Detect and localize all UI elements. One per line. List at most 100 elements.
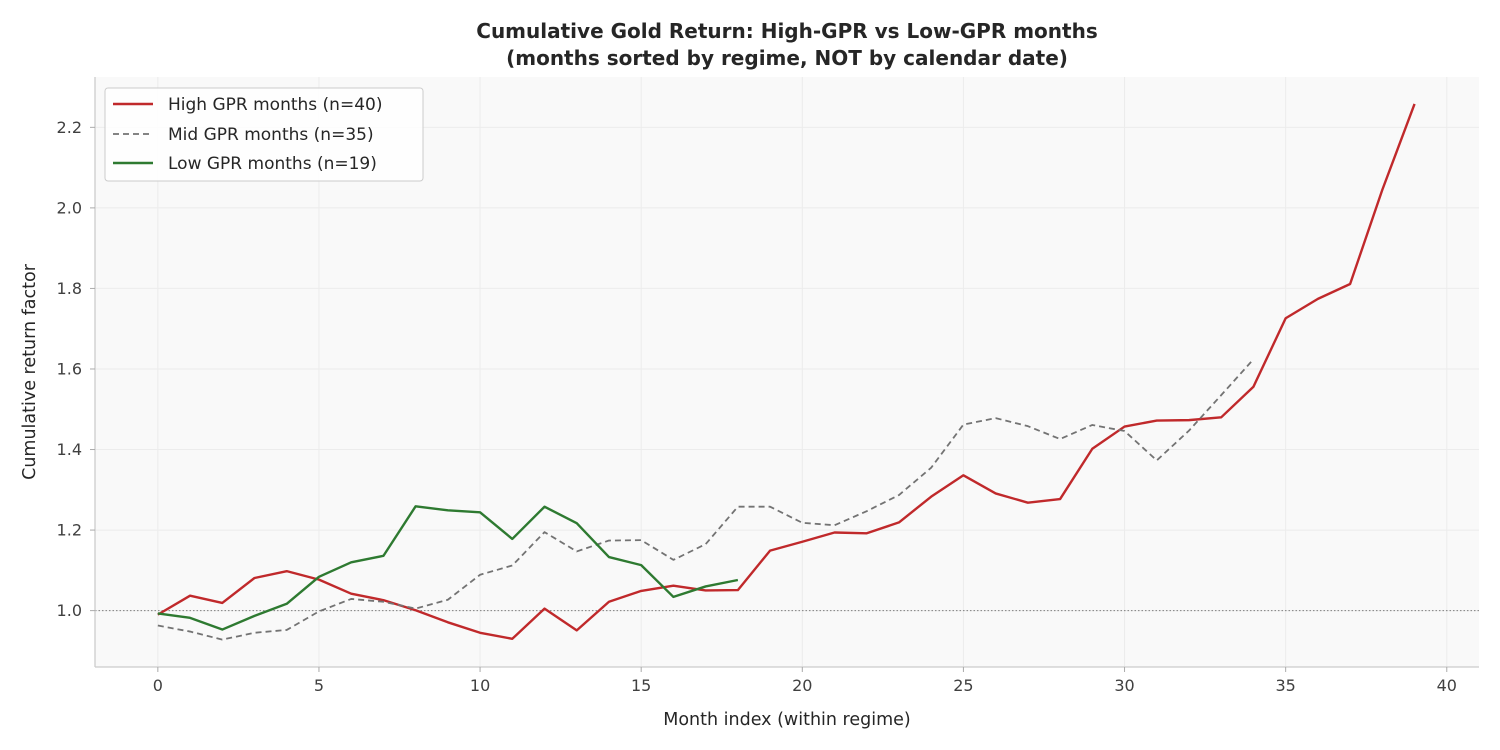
- data-point-high: [768, 548, 773, 553]
- data-point-high: [639, 588, 644, 593]
- data-point-high: [542, 606, 547, 611]
- data-point-low: [639, 563, 644, 568]
- data-point-low: [510, 536, 515, 541]
- data-point-mid: [800, 520, 805, 525]
- data-point-high: [1315, 296, 1320, 301]
- data-point-mid: [284, 627, 289, 632]
- x-tick-label: 0: [153, 676, 163, 695]
- y-axis: 1.0 1.2 1.4 1.6 1.8 2.0 2.2: [57, 118, 95, 620]
- y-tick-label: 1.4: [57, 440, 82, 459]
- data-point-high: [252, 575, 257, 580]
- data-point-high: [832, 530, 837, 535]
- data-point-low: [316, 574, 321, 579]
- legend: High GPR months (n=40) Mid GPR months (n…: [104, 87, 424, 182]
- x-tick-label: 40: [1437, 676, 1457, 695]
- x-tick-label: 15: [631, 676, 651, 695]
- data-point-high: [735, 588, 740, 593]
- data-point-mid: [1090, 422, 1095, 427]
- data-point-mid: [252, 630, 257, 635]
- data-point-mid: [768, 504, 773, 509]
- data-point-high: [896, 520, 901, 525]
- y-tick-label: 2.0: [57, 198, 82, 217]
- data-point-mid: [639, 538, 644, 543]
- data-point-mid: [220, 637, 225, 642]
- series-line-low: [157, 505, 739, 631]
- chart-subtitle: (months sorted by regime, NOT by calenda…: [506, 46, 1068, 70]
- data-point-low: [735, 578, 740, 583]
- data-point-mid: [1154, 458, 1159, 463]
- data-point-high: [1058, 497, 1063, 502]
- series-line-high: [157, 103, 1416, 641]
- series-layer: [155, 101, 1417, 642]
- data-point-high: [929, 494, 934, 499]
- data-point-high: [1283, 316, 1288, 321]
- data-point-high: [1122, 424, 1127, 429]
- data-point-high: [1380, 187, 1385, 192]
- data-point-mid: [703, 542, 708, 547]
- data-point-low: [284, 601, 289, 606]
- legend-label-high: High GPR months (n=40): [168, 95, 382, 115]
- data-point-low: [220, 627, 225, 632]
- data-point-mid: [929, 465, 934, 470]
- data-point-high: [961, 473, 966, 478]
- y-axis-label: Cumulative return factor: [20, 263, 40, 480]
- data-point-low: [671, 594, 676, 599]
- y-tick-label: 1.6: [57, 359, 82, 378]
- data-point-high: [671, 583, 676, 588]
- y-tick-label: 1.2: [57, 521, 82, 540]
- grid: [95, 77, 1479, 667]
- data-point-mid: [188, 629, 193, 634]
- data-point-low: [381, 553, 386, 558]
- data-point-high: [510, 636, 515, 641]
- data-point-high: [1090, 446, 1095, 451]
- data-point-low: [252, 613, 257, 618]
- data-point-high: [800, 539, 805, 544]
- data-point-low: [606, 555, 611, 560]
- data-point-mid: [671, 557, 676, 562]
- legend-label-mid: Mid GPR months (n=35): [168, 125, 374, 145]
- data-point-low: [349, 560, 354, 565]
- data-point-mid: [155, 623, 160, 628]
- data-point-mid: [349, 596, 354, 601]
- data-point-mid: [316, 609, 321, 614]
- legend-box: [104, 87, 424, 182]
- data-point-high: [445, 620, 450, 625]
- data-point-high: [349, 591, 354, 596]
- data-point-high: [478, 630, 483, 635]
- data-point-high: [1154, 418, 1159, 423]
- data-point-mid: [832, 523, 837, 528]
- data-point-mid: [864, 509, 869, 514]
- data-point-high: [1412, 101, 1417, 106]
- data-point-low: [445, 508, 450, 513]
- data-point-mid: [1186, 428, 1191, 433]
- x-tick-label: 30: [1114, 676, 1134, 695]
- data-point-mid: [574, 549, 579, 554]
- data-point-high: [188, 593, 193, 598]
- data-point-high: [993, 491, 998, 496]
- data-point-low: [478, 510, 483, 515]
- data-point-mid: [1122, 429, 1127, 434]
- data-point-high: [574, 628, 579, 633]
- y-tick-label: 1.8: [57, 279, 82, 298]
- data-point-mid: [606, 538, 611, 543]
- x-tick-label: 10: [470, 676, 490, 695]
- data-point-mid: [478, 572, 483, 577]
- data-point-low: [703, 584, 708, 589]
- data-point-high: [1348, 282, 1353, 287]
- data-point-mid: [735, 504, 740, 509]
- data-point-mid: [896, 493, 901, 498]
- data-point-low: [542, 504, 547, 509]
- series-line-mid: [157, 358, 1255, 641]
- data-point-low: [188, 615, 193, 620]
- data-point-high: [1251, 384, 1256, 389]
- data-point-high: [284, 569, 289, 574]
- data-point-mid: [1251, 357, 1256, 362]
- x-axis-label: Month index (within regime): [663, 710, 911, 730]
- data-point-high: [864, 531, 869, 536]
- x-tick-label: 20: [792, 676, 812, 695]
- data-point-mid: [1025, 424, 1030, 429]
- data-point-low: [574, 521, 579, 526]
- y-tick-label: 2.2: [57, 118, 82, 137]
- x-axis: 0 5 10 15 20 25 30 35 40: [153, 667, 1457, 695]
